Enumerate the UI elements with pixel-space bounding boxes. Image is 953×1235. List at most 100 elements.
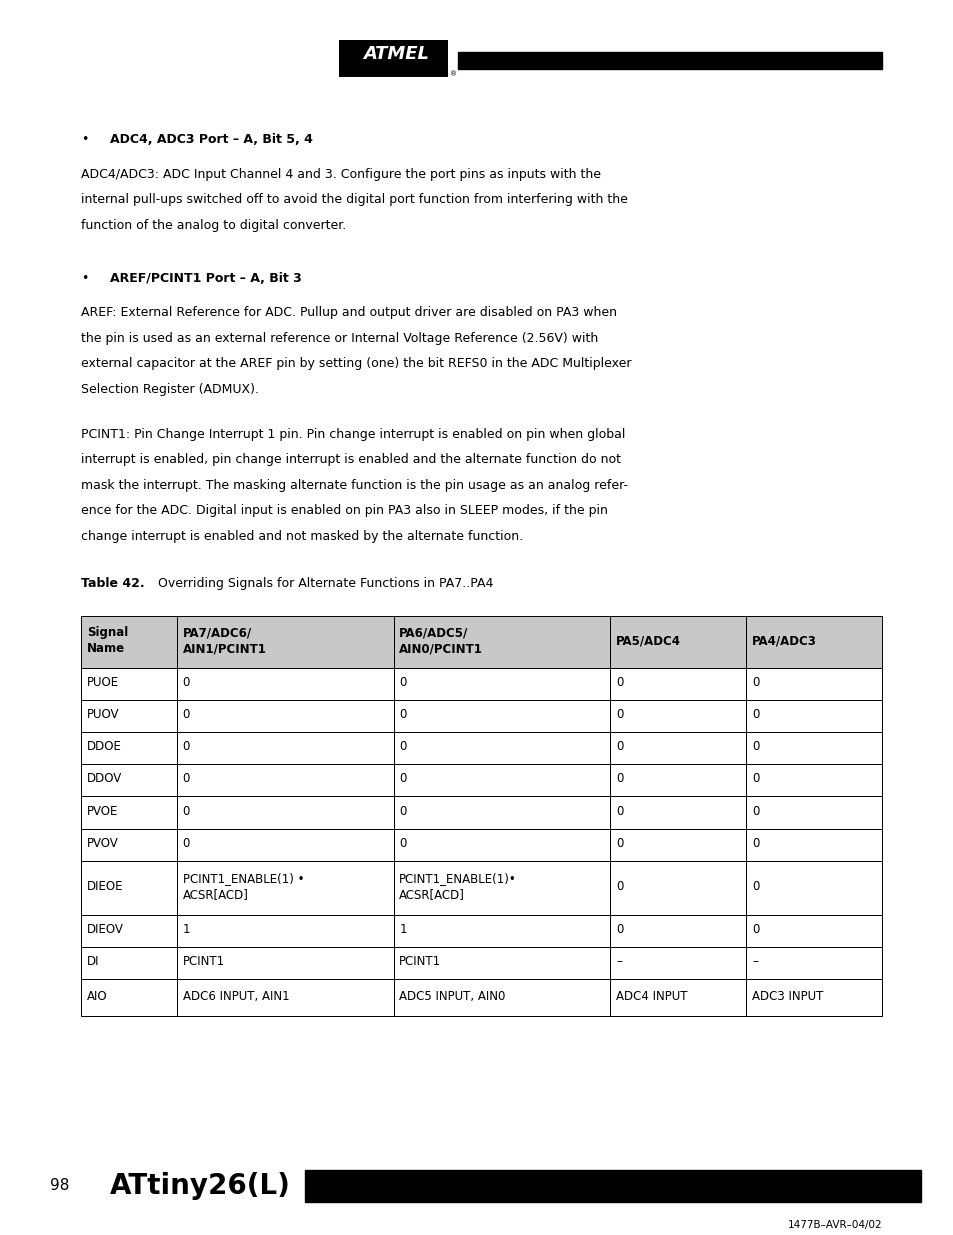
Text: ADC6 INPUT, AIN1: ADC6 INPUT, AIN1 <box>182 989 289 1003</box>
Text: –: – <box>616 955 621 968</box>
Bar <box>610 732 745 764</box>
Text: 0: 0 <box>182 740 190 753</box>
Bar <box>394 829 610 861</box>
Bar <box>610 861 745 915</box>
Text: ACSR[ACD]: ACSR[ACD] <box>399 888 465 900</box>
Text: AREF: External Reference for ADC. Pullup and output driver are disabled on PA3 w: AREF: External Reference for ADC. Pullup… <box>81 306 617 319</box>
Bar <box>745 732 882 764</box>
Text: 0: 0 <box>399 836 406 850</box>
Text: DDOE: DDOE <box>87 740 122 753</box>
Text: PA5/ADC4: PA5/ADC4 <box>616 634 680 647</box>
Bar <box>81 732 176 764</box>
Text: 0: 0 <box>616 772 622 785</box>
Bar <box>394 797 610 829</box>
Bar <box>81 616 176 668</box>
Bar <box>81 947 176 979</box>
Text: 0: 0 <box>751 879 759 893</box>
Bar <box>176 947 394 979</box>
Text: Selection Register (ADMUX).: Selection Register (ADMUX). <box>81 383 259 395</box>
Bar <box>610 915 745 947</box>
Bar <box>610 861 745 915</box>
Bar <box>394 947 610 979</box>
Text: PA7/ADC6/: PA7/ADC6/ <box>182 626 252 640</box>
Bar <box>745 861 882 915</box>
Bar <box>610 915 745 947</box>
Text: 1477B–AVR–04/02: 1477B–AVR–04/02 <box>787 1220 882 1230</box>
Text: PA6/ADC5/: PA6/ADC5/ <box>399 626 468 640</box>
Text: ®: ® <box>450 72 456 78</box>
Bar <box>610 668 745 700</box>
Text: Name: Name <box>87 642 125 655</box>
Bar <box>176 979 394 1016</box>
Text: PA4/ADC3: PA4/ADC3 <box>751 634 816 647</box>
Text: PCINT1_ENABLE(1)•: PCINT1_ENABLE(1)• <box>399 872 517 885</box>
Bar <box>176 616 394 668</box>
Text: PCINT1: PCINT1 <box>182 955 225 968</box>
Bar <box>394 732 610 764</box>
Bar <box>176 915 394 947</box>
Text: 0: 0 <box>751 923 759 936</box>
Text: 0: 0 <box>751 708 759 721</box>
Bar <box>81 732 176 764</box>
Text: Table 42.: Table 42. <box>81 577 145 590</box>
Bar <box>610 764 745 797</box>
Text: ence for the ADC. Digital input is enabled on pin PA3 also in SLEEP modes, if th: ence for the ADC. Digital input is enabl… <box>81 505 607 517</box>
Bar <box>610 616 745 668</box>
Text: Overriding Signals for Alternate Functions in PA7..PA4: Overriding Signals for Alternate Functio… <box>150 577 493 590</box>
Text: 0: 0 <box>182 836 190 850</box>
Bar <box>745 732 882 764</box>
Bar <box>745 700 882 732</box>
Bar <box>305 1170 920 1202</box>
Text: AIN0/PCINT1: AIN0/PCINT1 <box>399 642 482 655</box>
Text: DDOV: DDOV <box>87 772 122 785</box>
Bar <box>610 616 745 668</box>
Bar <box>394 947 610 979</box>
Bar <box>176 732 394 764</box>
Text: ATtiny26(L): ATtiny26(L) <box>110 1172 291 1199</box>
Bar <box>176 764 394 797</box>
Bar <box>81 700 176 732</box>
Text: –: – <box>751 955 758 968</box>
Text: 1: 1 <box>399 923 406 936</box>
Text: 0: 0 <box>182 708 190 721</box>
Bar <box>394 861 610 915</box>
Text: internal pull-ups switched off to avoid the digital port function from interferi: internal pull-ups switched off to avoid … <box>81 194 627 206</box>
Bar <box>394 700 610 732</box>
Bar <box>81 764 176 797</box>
Text: 0: 0 <box>751 740 759 753</box>
Bar <box>745 947 882 979</box>
Bar <box>394 700 610 732</box>
Bar <box>176 700 394 732</box>
Text: ADC5 INPUT, AIN0: ADC5 INPUT, AIN0 <box>399 989 505 1003</box>
Text: 98: 98 <box>50 1178 69 1193</box>
Bar <box>457 52 882 69</box>
Bar <box>81 861 176 915</box>
Text: function of the analog to digital converter.: function of the analog to digital conver… <box>81 219 346 232</box>
Bar <box>610 829 745 861</box>
Bar <box>81 829 176 861</box>
Bar <box>745 668 882 700</box>
Text: DI: DI <box>87 955 99 968</box>
Bar <box>81 915 176 947</box>
Text: ADC4/ADC3: ADC Input Channel 4 and 3. Configure the port pins as inputs with the: ADC4/ADC3: ADC Input Channel 4 and 3. Co… <box>81 168 600 182</box>
Text: external capacitor at the AREF pin by setting (one) the bit REFS0 in the ADC Mul: external capacitor at the AREF pin by se… <box>81 357 631 370</box>
Text: ADC4, ADC3 Port – A, Bit 5, 4: ADC4, ADC3 Port – A, Bit 5, 4 <box>110 133 313 147</box>
Text: 0: 0 <box>616 804 622 818</box>
Text: 0: 0 <box>751 836 759 850</box>
Bar <box>394 979 610 1016</box>
Bar <box>745 915 882 947</box>
Bar <box>745 915 882 947</box>
Bar <box>745 668 882 700</box>
Bar <box>610 732 745 764</box>
Text: ADC4 INPUT: ADC4 INPUT <box>616 989 687 1003</box>
Bar <box>176 764 394 797</box>
Text: 0: 0 <box>751 772 759 785</box>
Bar <box>745 616 882 668</box>
Bar <box>745 861 882 915</box>
Bar <box>176 947 394 979</box>
Text: interrupt is enabled, pin change interrupt is enabled and the alternate function: interrupt is enabled, pin change interru… <box>81 453 620 467</box>
Text: 0: 0 <box>616 923 622 936</box>
Text: 0: 0 <box>751 676 759 689</box>
Bar <box>745 947 882 979</box>
Text: 0: 0 <box>399 740 406 753</box>
